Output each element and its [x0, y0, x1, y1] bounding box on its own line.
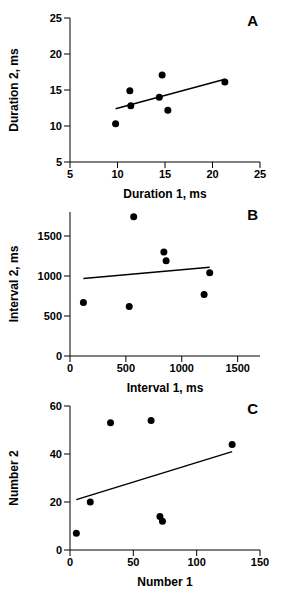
svg-text:500: 500 — [44, 310, 62, 322]
svg-text:0: 0 — [56, 544, 62, 556]
svg-text:500: 500 — [117, 362, 135, 374]
svg-text:15: 15 — [159, 168, 171, 180]
svg-text:150: 150 — [251, 556, 269, 568]
svg-text:25: 25 — [254, 168, 266, 180]
svg-text:1000: 1000 — [38, 270, 62, 282]
svg-text:50: 50 — [127, 556, 139, 568]
svg-text:5: 5 — [67, 168, 73, 180]
svg-text:0: 0 — [67, 362, 73, 374]
svg-text:Interval 2, ms: Interval 2, ms — [8, 245, 21, 322]
svg-text:15: 15 — [50, 84, 62, 96]
html-text:B: B — [247, 206, 258, 223]
svg-text:Number 1: Number 1 — [137, 575, 193, 589]
svg-text:20: 20 — [206, 168, 218, 180]
svg-text:1000: 1000 — [170, 362, 194, 374]
svg-text:25: 25 — [50, 12, 62, 24]
svg-text:60: 60 — [50, 400, 62, 412]
svg-text:Duration 2, ms: Duration 2, ms — [8, 48, 21, 132]
svg-text:100: 100 — [187, 556, 205, 568]
svg-text:20: 20 — [50, 496, 62, 508]
svg-text:40: 40 — [50, 448, 62, 460]
svg-text:10: 10 — [50, 120, 62, 132]
svg-text:0: 0 — [67, 556, 73, 568]
html-text:C: C — [247, 400, 258, 417]
svg-text:20: 20 — [50, 48, 62, 60]
svg-text:5: 5 — [56, 156, 62, 168]
svg-text:Number 2: Number 2 — [8, 450, 21, 506]
svg-text:1500: 1500 — [225, 362, 249, 374]
html-text:A: A — [247, 12, 258, 29]
svg-text:Duration 1, ms: Duration 1, ms — [123, 187, 207, 201]
svg-text:Interval 1, ms: Interval 1, ms — [127, 381, 204, 395]
svg-text:1500: 1500 — [38, 230, 62, 242]
svg-text:0: 0 — [56, 350, 62, 362]
svg-text:10: 10 — [111, 168, 123, 180]
